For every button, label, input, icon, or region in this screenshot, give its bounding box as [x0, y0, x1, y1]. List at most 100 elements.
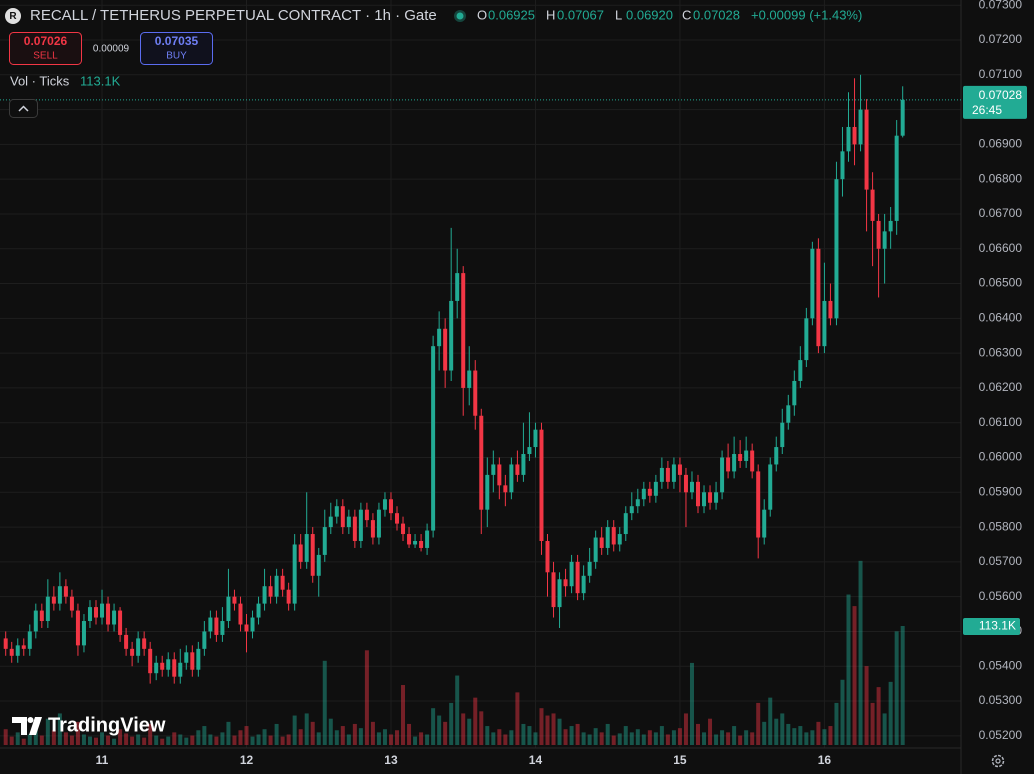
- candle-body: [388, 499, 393, 514]
- collapse-button[interactable]: [9, 99, 38, 118]
- candle-body: [370, 520, 375, 538]
- candle-body: [154, 662, 159, 674]
- candle-body: [220, 621, 225, 635]
- y-tick-label: 0.07100: [979, 67, 1023, 81]
- candle-body: [334, 506, 339, 517]
- candle-body: [196, 648, 201, 670]
- volume-bar: [677, 728, 682, 745]
- y-tick-label: 0.05200: [979, 728, 1023, 742]
- settings-gear[interactable]: [991, 754, 1005, 768]
- buy-button[interactable]: [140, 32, 213, 65]
- volume-bar: [870, 702, 875, 745]
- ohlc-value: 0.06920: [626, 7, 673, 22]
- volume-bar: [184, 737, 189, 745]
- sell-label[interactable]: SELL: [33, 51, 58, 62]
- volume-bar: [581, 732, 586, 745]
- volume-bar: [322, 660, 327, 745]
- sell-price[interactable]: 0.07026: [24, 34, 68, 48]
- volume-bar: [689, 662, 694, 745]
- ohlc-label: O: [477, 7, 487, 22]
- volume-bar: [569, 726, 574, 745]
- volume-bar: [822, 729, 827, 745]
- sell-button[interactable]: [9, 32, 82, 65]
- candle-body: [611, 527, 616, 545]
- volume-bar: [69, 735, 74, 745]
- candle-body: [250, 617, 255, 632]
- candle-body: [166, 659, 171, 670]
- buy-price[interactable]: 0.07035: [155, 34, 199, 48]
- volume-bar: [653, 732, 658, 745]
- volume-bar: [33, 726, 38, 745]
- settings-gear-center[interactable]: [995, 758, 1001, 764]
- candle-body: [545, 540, 550, 573]
- candle-body: [437, 328, 442, 347]
- candle-body: [750, 450, 755, 472]
- volume-bar: [449, 702, 454, 745]
- candle-body: [112, 610, 117, 625]
- volume-bar: [786, 723, 791, 745]
- candle-body: [485, 474, 490, 510]
- x-tick-label: 11: [96, 753, 109, 767]
- candle-body: [581, 575, 586, 594]
- candle-body: [479, 415, 484, 510]
- candle-body: [27, 631, 32, 649]
- volume-bar: [575, 723, 580, 745]
- logo-mark: [12, 717, 42, 735]
- candle-body: [665, 467, 670, 482]
- volume-bar: [617, 733, 622, 745]
- candle-body: [226, 596, 231, 622]
- volume-bar: [774, 718, 779, 745]
- volume-bar: [316, 732, 321, 745]
- volume-bar: [702, 732, 707, 745]
- candle-body: [87, 607, 92, 622]
- candle-body: [497, 464, 502, 486]
- candle-body: [142, 638, 147, 649]
- y-tick-label: 0.06400: [979, 311, 1023, 325]
- y-tick-label: 0.06200: [979, 380, 1023, 394]
- volume-bar: [148, 723, 153, 745]
- candle-body: [720, 457, 725, 493]
- candle-body: [563, 579, 568, 587]
- candle-body: [364, 509, 369, 521]
- candle-body: [738, 454, 743, 461]
- x-tick-label: 15: [673, 753, 687, 767]
- collapse-icon[interactable]: [18, 105, 29, 112]
- candle-body: [774, 447, 779, 465]
- candle-body: [515, 464, 520, 475]
- volume-bar: [75, 721, 80, 745]
- candle-body: [798, 360, 803, 381]
- candle-body: [21, 645, 26, 649]
- candle-body: [39, 610, 44, 622]
- volume-bar: [762, 721, 767, 745]
- candle-body: [768, 464, 773, 510]
- volume-bar: [274, 723, 279, 745]
- candle-body: [268, 586, 273, 597]
- candle-body: [744, 450, 749, 461]
- volume-bar: [419, 732, 424, 745]
- volume-bar: [539, 708, 544, 745]
- candle-body: [539, 429, 544, 541]
- volume-bar: [136, 734, 141, 745]
- volume-bar: [262, 729, 267, 745]
- candle-body: [136, 638, 141, 656]
- volume-bar: [106, 735, 111, 745]
- volume-bar: [220, 732, 225, 745]
- candle-body: [310, 534, 315, 576]
- buy-label[interactable]: BUY: [166, 51, 187, 62]
- volume-bar: [437, 715, 442, 745]
- candle-body: [683, 474, 688, 493]
- candle-body: [816, 248, 821, 347]
- candle-body: [635, 499, 640, 507]
- ohlc-value: 0.07067: [557, 7, 604, 22]
- y-tick-label: 0.06000: [979, 450, 1023, 464]
- candle-body: [551, 572, 556, 608]
- candle-body: [274, 575, 279, 597]
- candle-body: [63, 586, 68, 597]
- candle-body: [100, 603, 105, 618]
- volume-bar: [527, 726, 532, 745]
- candle-body: [346, 516, 351, 528]
- candle-body: [473, 370, 478, 416]
- volume-bar: [641, 734, 646, 745]
- volume-bar: [485, 726, 490, 745]
